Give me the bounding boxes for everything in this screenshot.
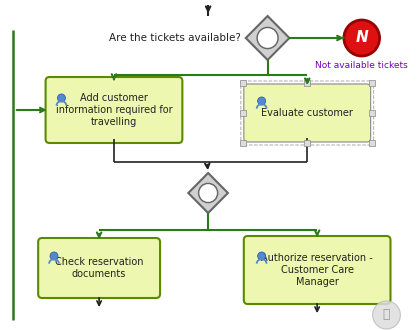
FancyBboxPatch shape	[244, 84, 371, 142]
Bar	[369, 140, 375, 146]
Polygon shape	[188, 173, 228, 213]
Text: Add customer
information required for
travelling: Add customer information required for tr…	[56, 93, 172, 127]
Bar	[304, 80, 310, 86]
Text: Are the tickets available?: Are the tickets available?	[109, 33, 241, 43]
FancyBboxPatch shape	[38, 238, 160, 298]
Bar	[304, 140, 310, 146]
Bar	[240, 80, 246, 86]
Circle shape	[344, 20, 380, 56]
Circle shape	[257, 97, 266, 105]
Bar	[369, 80, 375, 86]
Bar	[240, 110, 246, 116]
Circle shape	[257, 252, 266, 260]
Text: N: N	[355, 30, 368, 46]
FancyBboxPatch shape	[46, 77, 182, 143]
Bar	[369, 110, 375, 116]
Circle shape	[257, 27, 278, 49]
Circle shape	[373, 301, 400, 329]
Text: Evaluate customer: Evaluate customer	[261, 108, 353, 118]
Circle shape	[50, 252, 58, 260]
FancyBboxPatch shape	[244, 236, 391, 304]
Bar	[240, 140, 246, 146]
Polygon shape	[246, 16, 289, 60]
Circle shape	[58, 94, 66, 102]
Text: Not available tickets: Not available tickets	[315, 61, 408, 70]
Text: Authorize reservation -
Customer Care
Manager: Authorize reservation - Customer Care Ma…	[261, 253, 373, 286]
Text: Check reservation
documents: Check reservation documents	[55, 257, 143, 279]
Text: ⏱: ⏱	[383, 309, 390, 321]
Circle shape	[199, 183, 218, 203]
